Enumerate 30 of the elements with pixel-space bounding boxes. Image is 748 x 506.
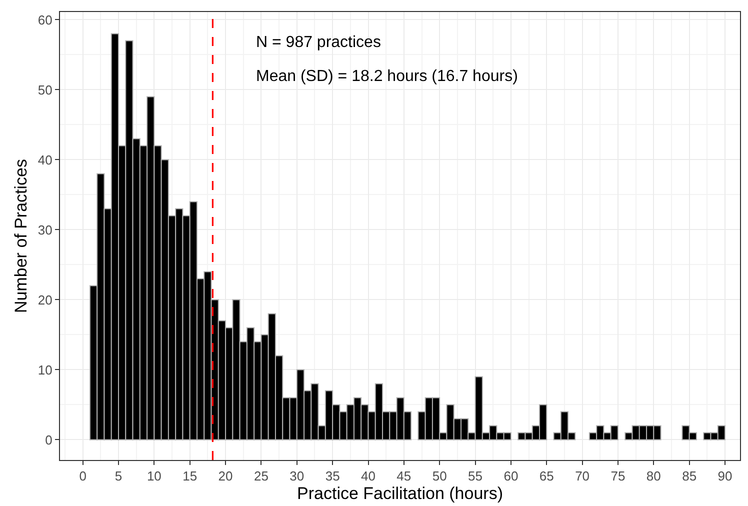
y-tick-label: 30 bbox=[38, 222, 52, 238]
x-tick-label: 10 bbox=[146, 468, 162, 484]
x-tick-label: 30 bbox=[290, 468, 304, 484]
y-tick-label: 0 bbox=[45, 432, 52, 448]
y-tick-label: 20 bbox=[38, 292, 52, 308]
x-tick-label: 75 bbox=[610, 468, 626, 484]
x-tick-label: 65 bbox=[539, 468, 554, 484]
x-tick-label: 60 bbox=[504, 468, 518, 484]
x-tick-label: 50 bbox=[432, 468, 447, 484]
y-tick-label: 40 bbox=[38, 152, 52, 168]
y-axis-title: Number of Practices bbox=[11, 159, 30, 313]
x-tick-label: 20 bbox=[218, 468, 233, 484]
x-tick-label: 70 bbox=[575, 468, 590, 484]
x-tick-label: 35 bbox=[325, 468, 340, 484]
x-tick-label: 55 bbox=[468, 468, 483, 484]
x-tick-label: 25 bbox=[254, 468, 268, 484]
x-tick-label: 85 bbox=[682, 468, 697, 484]
y-tick-label: 60 bbox=[38, 12, 52, 28]
y-tick-label: 10 bbox=[38, 362, 52, 378]
y-tick-label: 50 bbox=[38, 82, 52, 98]
annotation: N = 987 practices bbox=[256, 34, 381, 51]
annotation: Mean (SD) = 18.2 hours (16.7 hours) bbox=[256, 68, 518, 85]
x-tick-label: 0 bbox=[79, 468, 86, 484]
x-tick-label: 5 bbox=[114, 468, 122, 484]
x-tick-label: 15 bbox=[182, 468, 198, 484]
x-tick-label: 90 bbox=[718, 468, 732, 484]
x-tick-label: 45 bbox=[396, 468, 412, 484]
x-axis-title: Practice Facilitation (hours) bbox=[297, 484, 503, 503]
x-tick-label: 80 bbox=[646, 468, 661, 484]
x-tick-label: 40 bbox=[361, 468, 376, 484]
